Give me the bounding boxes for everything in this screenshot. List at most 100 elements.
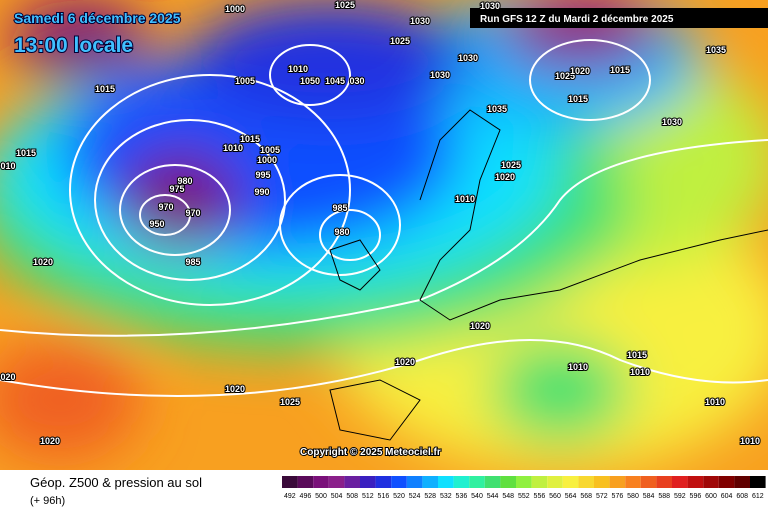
isobar-label: 970: [158, 202, 173, 212]
legend-label: 592: [674, 493, 686, 500]
legend-swatch: [406, 476, 423, 488]
isobar-label: 010: [0, 161, 15, 171]
legend-label: 540: [471, 493, 483, 500]
isobar-label: 1010: [455, 194, 475, 204]
legend-label: 580: [627, 493, 639, 500]
time-label: 13:00 locale: [14, 34, 133, 57]
isobar-label: 1010: [630, 367, 650, 377]
legend-swatch: [313, 476, 329, 488]
legend-swatch: [547, 476, 563, 488]
legend-label: 568: [580, 493, 592, 500]
legend-swatch: [328, 476, 345, 488]
legend-swatch: [750, 476, 766, 488]
isobar-label: 1015: [16, 148, 36, 158]
legend-swatch: [516, 476, 532, 488]
isobar-label: 1030: [662, 117, 682, 127]
isobar-label: 980: [334, 227, 349, 237]
isobar-label: 1010: [223, 143, 243, 153]
legend-swatch: [375, 476, 392, 488]
legend-label: 548: [502, 493, 514, 500]
legend-label: 604: [721, 493, 733, 500]
date-label: Samedi 6 décembre 2025: [14, 10, 181, 26]
isobar-label: 980: [177, 176, 192, 186]
isobar-label: 985: [185, 257, 200, 267]
isobar-label: 970: [185, 208, 200, 218]
run-label: Run GFS 12 Z du Mardi 2 décembre 2025: [480, 14, 674, 25]
isobar-label: 1000: [257, 155, 277, 165]
legend-label: 492: [284, 493, 296, 500]
isobar-label: 1020: [495, 172, 515, 182]
legend-label: 596: [690, 493, 702, 500]
isobar-label: 1010: [705, 397, 725, 407]
legend-swatch: [438, 476, 454, 488]
legend-label: 544: [487, 493, 499, 500]
isobar-label: 1020: [395, 357, 415, 367]
isobar-label: 1030: [410, 16, 430, 26]
legend-label: 532: [440, 493, 452, 500]
legend-label: 552: [518, 493, 530, 500]
legend-label: 496: [300, 493, 312, 500]
legend-swatch: [703, 476, 719, 488]
legend-swatch: [453, 476, 470, 488]
legend-label: 612: [752, 493, 764, 500]
legend-swatch: [734, 476, 750, 488]
legend-label: 588: [658, 493, 670, 500]
isobar-label: 985: [332, 203, 347, 213]
legend-label: 576: [612, 493, 624, 500]
legend-swatch: [640, 476, 657, 488]
isobar-label: 1025: [390, 36, 410, 46]
isobar-label: 1020: [33, 257, 53, 267]
legend-label: 512: [362, 493, 374, 500]
legend-label: 608: [736, 493, 748, 500]
legend-label: 584: [643, 493, 655, 500]
isobar-label: 1015: [95, 84, 115, 94]
footer-title: Géop. Z500 & pression au sol: [30, 475, 202, 490]
isobar-label: 1015: [568, 94, 588, 104]
legend-swatch: [531, 476, 548, 488]
isobar-label: 1015: [240, 134, 260, 144]
isobar-label: 1030: [458, 53, 478, 63]
legend-swatch: [672, 476, 688, 488]
legend-swatch: [609, 476, 626, 488]
legend-swatch: [656, 476, 672, 488]
isobar-label: 1020: [570, 66, 590, 76]
isobar-label: 1010: [568, 362, 588, 372]
legend-swatch: [422, 476, 438, 488]
isobar-label: 1010: [288, 64, 308, 74]
isobar-label: 1050: [300, 76, 320, 86]
isobar-label: 1020: [470, 321, 490, 331]
legend-label: 572: [596, 493, 608, 500]
legend-swatch: [625, 476, 641, 488]
isobar-label: 990: [254, 187, 269, 197]
copyright: Copyright © 2025 Meteociel.fr: [300, 447, 441, 458]
legend-label: 504: [331, 493, 343, 500]
legend-label: 500: [315, 493, 327, 500]
legend-swatch: [484, 476, 501, 488]
isobar-label: 1025: [555, 71, 575, 81]
legend-swatch: [562, 476, 579, 488]
isobar-label: 030: [349, 76, 364, 86]
legend-label: 564: [565, 493, 577, 500]
legend-label: 508: [346, 493, 358, 500]
isobar-label: 1015: [627, 350, 647, 360]
legend-label: 536: [456, 493, 468, 500]
legend-swatch: [297, 476, 314, 488]
isobar-label: 1035: [487, 104, 507, 114]
isobar-label: 1005: [260, 145, 280, 155]
legend-swatch: [500, 476, 516, 488]
legend-label: 560: [549, 493, 561, 500]
isobar-label: 1030: [480, 1, 500, 11]
isobar-label: 1030: [430, 70, 450, 80]
legend-swatch: [687, 476, 704, 488]
isobar-label: 1035: [706, 45, 726, 55]
isobar-label: 950: [149, 219, 164, 229]
legend-swatch: [718, 476, 735, 488]
legend-swatch: [360, 476, 376, 488]
legend-swatch: [391, 476, 407, 488]
legend-label: 520: [393, 493, 405, 500]
isobar-label: 1020: [225, 384, 245, 394]
isobar-label: 1025: [501, 160, 521, 170]
isobar-label: 1000: [225, 4, 245, 14]
map-field: [0, 0, 768, 470]
